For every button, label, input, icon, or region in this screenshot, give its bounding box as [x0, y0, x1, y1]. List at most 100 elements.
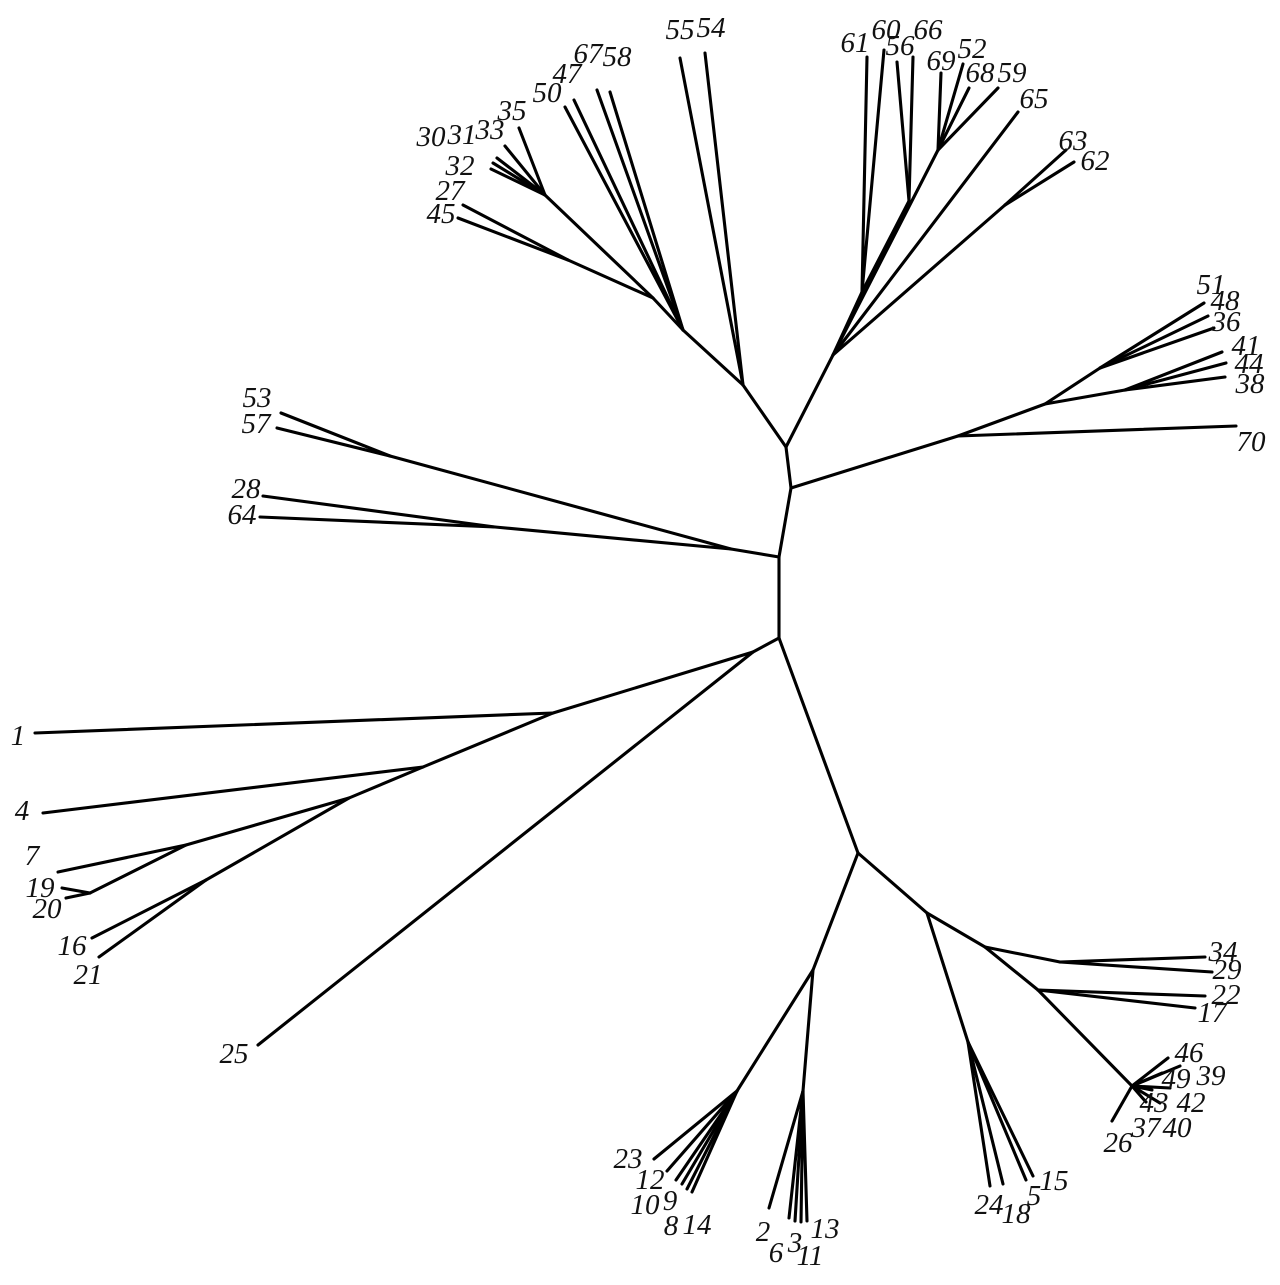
internal-branch-B3-B4 [925, 911, 987, 949]
leaf-label-28: 28 [232, 473, 262, 505]
internal-branch-U1-V2 [831, 148, 940, 357]
internal-branch-A-B [956, 402, 1047, 438]
leaf-label-31: 31 [447, 119, 477, 151]
leaf-branch-25 [256, 650, 755, 1047]
leaf-branch-60 [860, 48, 886, 294]
leaf-branch-68 [936, 86, 971, 152]
leaf-label-57: 57 [242, 408, 273, 440]
internal-branch-T1-U1 [784, 353, 835, 449]
leaf-label-3: 3 [787, 1227, 803, 1259]
leaf-branch-67 [595, 88, 685, 332]
leaf-branch-61 [860, 55, 869, 294]
leaf-branch-48 [1098, 314, 1210, 370]
internal-branch-JL-J53 [388, 454, 733, 551]
leaf-branch-29 [1058, 960, 1214, 974]
leaf-branch-34 [1058, 955, 1207, 964]
internal-branch-B2-G2 [801, 968, 815, 1093]
leaf-branch-66 [907, 55, 915, 203]
leaf-label-36: 36 [1211, 306, 1242, 338]
leaf-branch-22 [1036, 988, 1207, 998]
leaf-branch-43 [1130, 1084, 1154, 1092]
internal-branch-T2-A [789, 434, 960, 490]
leaf-branch-20 [64, 891, 92, 900]
internal-branch-B-E1 [1043, 366, 1102, 406]
leaf-branch-51 [1098, 301, 1206, 370]
internal-branch-T3-JL [729, 547, 781, 559]
leaf-label-64: 64 [228, 499, 257, 531]
leaf-label-69: 69 [927, 45, 957, 77]
internal-branch-V1-V1b [860, 199, 911, 294]
leaf-branch-26 [1110, 1084, 1134, 1123]
leaf-label-70: 70 [1237, 426, 1267, 458]
leaf-label-66: 66 [914, 14, 944, 46]
internal-branch-M1-NT2 [681, 328, 745, 387]
leaf-branch-63 [1003, 148, 1068, 207]
leaf-branch-6 [787, 1089, 805, 1220]
leaf-label-20: 20 [33, 893, 63, 925]
tree-branches [33, 48, 1238, 1224]
leaf-branch-21 [97, 878, 208, 959]
leaf-branch-23 [652, 1089, 739, 1161]
leaf-label-52: 52 [958, 33, 987, 65]
leaf-branch-4 [41, 765, 425, 815]
leaf-label-12: 12 [636, 1164, 665, 1196]
leaf-label-4: 4 [15, 795, 30, 827]
leaf-label-38: 38 [1235, 368, 1266, 400]
leaf-label-55: 55 [666, 14, 695, 46]
internal-branch-T1-M1 [741, 383, 788, 449]
leaf-branch-17 [1036, 988, 1197, 1010]
leaf-label-51: 51 [1197, 269, 1226, 301]
leaf-branch-40 [1130, 1084, 1162, 1105]
internal-branch-L5-L6 [88, 843, 188, 895]
internal-branch-B1-B3 [856, 851, 929, 915]
leaf-label-17: 17 [1198, 997, 1229, 1029]
leaf-label-10: 10 [631, 1189, 661, 1221]
leaf-branch-53 [279, 411, 392, 458]
leaf-label-15: 15 [1040, 1165, 1069, 1197]
leaf-branch-52 [936, 62, 965, 152]
leaf-label-13: 13 [811, 1213, 840, 1245]
leaf-label-50: 50 [533, 77, 563, 109]
leaf-label-33: 33 [475, 114, 505, 146]
leaf-branch-65 [831, 110, 1020, 357]
internal-branch-U1-V3 [831, 203, 1007, 357]
internal-branch-B4-C2 [983, 945, 1040, 992]
leaf-branch-31 [495, 156, 547, 197]
leaf-label-14: 14 [683, 1209, 712, 1241]
leaf-label-63: 63 [1059, 125, 1088, 157]
leaf-branch-57 [275, 426, 392, 458]
internal-branch-C2-W [1036, 988, 1134, 1088]
leaf-label-16: 16 [58, 930, 88, 962]
internal-branch-T1-T2 [784, 445, 793, 490]
leaf-branch-50 [563, 105, 685, 332]
leaf-label-68: 68 [966, 57, 996, 89]
leaf-label-24: 24 [975, 1189, 1004, 1221]
leaf-label-35: 35 [497, 95, 527, 127]
leaf-branch-54 [703, 51, 745, 387]
leaf-label-25: 25 [220, 1038, 249, 1070]
internal-branch-T4-L1 [751, 636, 781, 654]
leaf-branch-49 [1130, 1071, 1164, 1088]
leaf-branch-10 [674, 1089, 739, 1182]
leaf-label-42: 42 [1177, 1087, 1206, 1119]
leaf-label-11: 11 [797, 1240, 824, 1272]
leaf-label-30: 30 [416, 121, 447, 153]
internal-branch-NT1-J35 [543, 193, 655, 300]
leaf-label-2: 2 [756, 1216, 771, 1248]
internal-branch-B3-Q1 [925, 911, 970, 1044]
leaf-branch-18 [966, 1040, 1005, 1186]
leaf-branch-7 [56, 843, 188, 874]
internal-branch-T2-T3 [777, 486, 793, 559]
leaf-branch-2 [767, 1089, 805, 1210]
leaf-label-59: 59 [998, 57, 1028, 89]
internal-branch-L2-L3 [421, 711, 555, 769]
leaf-label-26: 26 [1104, 1127, 1134, 1159]
leaf-label-18: 18 [1002, 1198, 1032, 1230]
internal-branch-JL-J28 [493, 525, 733, 551]
leaf-label-21: 21 [74, 959, 103, 991]
leaf-branch-1 [33, 711, 555, 735]
leaf-label-43: 43 [1140, 1087, 1169, 1119]
leaf-branch-16 [90, 878, 208, 940]
leaf-branch-13 [801, 1089, 809, 1223]
